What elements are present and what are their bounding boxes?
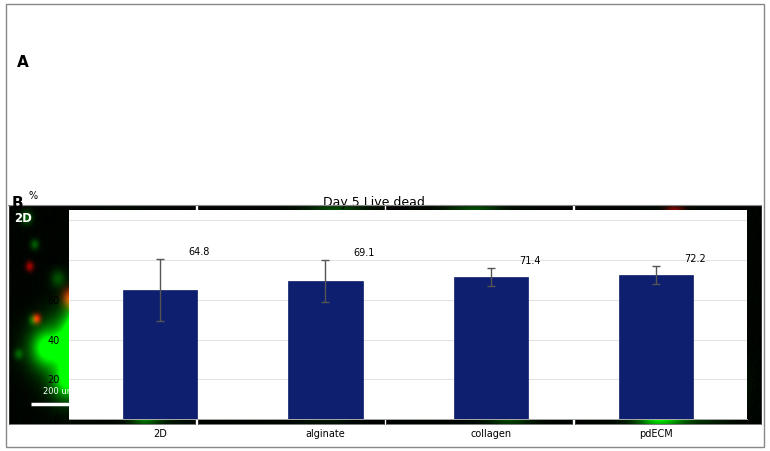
Text: 71.4: 71.4 [519, 256, 541, 266]
Bar [123, 290, 197, 419]
Text: 200 um: 200 um [609, 387, 641, 396]
Text: Collagen: Collagen [392, 212, 449, 225]
Text: Alginate: Alginate [203, 212, 259, 225]
Bar [454, 277, 528, 419]
Text: 200 um: 200 um [232, 387, 264, 396]
Text: 200 um: 200 um [420, 387, 453, 396]
Title: Day 5 Live.dead: Day 5 Live.dead [323, 196, 425, 208]
Bar [619, 275, 693, 419]
Text: 200 um: 200 um [43, 387, 75, 396]
Text: %: % [28, 191, 38, 201]
Text: 72.2: 72.2 [684, 254, 706, 264]
Text: B: B [12, 196, 23, 211]
Text: 64.8: 64.8 [189, 247, 209, 257]
Text: 2D: 2D [15, 212, 32, 225]
Bar [288, 281, 363, 419]
Text: A: A [17, 55, 28, 70]
Text: pdECM: pdECM [581, 212, 626, 225]
Text: 69.1: 69.1 [353, 249, 375, 258]
